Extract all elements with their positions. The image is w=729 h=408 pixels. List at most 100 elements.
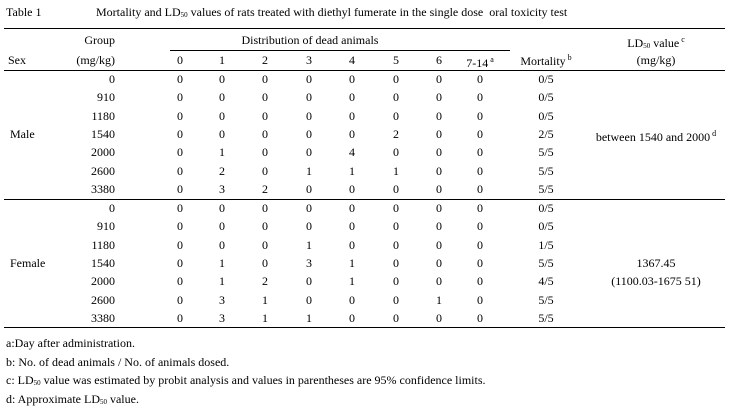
ld50-value-part: 1367.45 xyxy=(636,255,676,270)
ld50-header-part: value xyxy=(650,36,680,50)
day-header-part: 7-14 xyxy=(466,56,489,70)
mortality: 5/5 xyxy=(538,292,554,307)
bottom-rule xyxy=(4,327,725,328)
ld50-value: 1367.45 xyxy=(506,256,729,270)
death-count: 0 xyxy=(436,310,442,325)
death-count: 0 xyxy=(177,163,183,178)
dose: 1540 xyxy=(91,255,115,270)
ld50-value: (1100.03-1675 51) xyxy=(506,274,729,288)
death-count: 0 xyxy=(219,90,225,105)
table-label: Table 1 xyxy=(6,5,42,19)
death-count: 1 xyxy=(262,292,268,307)
death-count: 0 xyxy=(393,310,399,325)
death-count: 1 xyxy=(349,255,355,270)
day-header: 3 xyxy=(306,53,312,67)
death-count: 3 xyxy=(219,310,225,325)
death-count: 0 xyxy=(393,181,399,196)
dose: 0 xyxy=(109,72,115,86)
death-count: 0 xyxy=(306,274,312,289)
death-count: 0 xyxy=(436,126,442,141)
death-count: 0 xyxy=(436,255,442,270)
death-count: 0 xyxy=(219,201,225,215)
death-count: 0 xyxy=(477,201,483,215)
footnote-part: a:Day after administration. xyxy=(6,336,135,350)
mortality: 0/5 xyxy=(538,219,554,234)
mortality: 1/5 xyxy=(538,237,554,252)
death-count: 0 xyxy=(477,310,483,325)
death-count: 0 xyxy=(262,145,268,160)
death-count: 0 xyxy=(436,237,442,252)
sex-label: Female xyxy=(10,255,46,270)
footnote-part: b: No. of dead animals / No. of animals … xyxy=(6,354,230,369)
death-count: 0 xyxy=(262,126,268,141)
distribution-header: Distribution of dead animals xyxy=(241,33,379,47)
death-count: 3 xyxy=(219,181,225,196)
death-count: 0 xyxy=(349,181,355,196)
death-count: 0 xyxy=(306,145,312,160)
dose: 2000 xyxy=(91,145,115,160)
dose: 2600 xyxy=(91,292,115,307)
death-count: 0 xyxy=(477,181,483,196)
death-count: 0 xyxy=(477,145,483,160)
death-count: 0 xyxy=(262,237,268,252)
footnote-part: value was estimated by probit analysis a… xyxy=(40,373,486,387)
death-count: 0 xyxy=(477,274,483,289)
mortality: 0/5 xyxy=(538,201,554,215)
death-count: 0 xyxy=(477,255,483,270)
death-count: 2 xyxy=(262,274,268,289)
death-count: 0 xyxy=(177,310,183,325)
mortality: 5/5 xyxy=(538,181,554,196)
death-count: 0 xyxy=(349,126,355,141)
death-count: 0 xyxy=(349,219,355,234)
footnote: d: Approximate LD50 value. xyxy=(6,392,139,408)
death-count: 0 xyxy=(477,219,483,234)
death-count: 0 xyxy=(436,145,442,160)
death-count: 1 xyxy=(306,237,312,252)
death-count: 0 xyxy=(306,126,312,141)
death-count: 2 xyxy=(262,181,268,196)
dose: 2600 xyxy=(91,163,115,178)
death-count: 0 xyxy=(393,72,399,86)
death-count: 0 xyxy=(306,72,312,86)
sex-header: Sex xyxy=(8,53,26,67)
death-count: 2 xyxy=(219,163,225,178)
footnote-part: 50 xyxy=(99,397,107,406)
death-count: 0 xyxy=(306,219,312,234)
ld50-value-part: between 1540 and 2000 xyxy=(595,129,711,144)
dose: 3380 xyxy=(91,181,115,196)
death-count: 0 xyxy=(393,108,399,123)
dose: 1180 xyxy=(91,237,115,252)
day-header: 2 xyxy=(262,53,268,67)
death-count: 1 xyxy=(306,163,312,178)
group-unit: (mg/kg) xyxy=(76,53,115,67)
death-count: 1 xyxy=(219,274,225,289)
death-count: 0 xyxy=(306,108,312,123)
death-count: 0 xyxy=(436,219,442,234)
dose: 2000 xyxy=(91,274,115,289)
death-count: 1 xyxy=(306,310,312,325)
day-header: 0 xyxy=(177,53,183,67)
mortality: 5/5 xyxy=(538,163,554,178)
dose: 910 xyxy=(97,90,115,105)
header-rule xyxy=(4,70,725,71)
death-count: 1 xyxy=(393,163,399,178)
footnote: c: LD50 value was estimated by probit an… xyxy=(6,373,486,390)
death-count: 0 xyxy=(436,181,442,196)
table-title: Mortality and LD50 values of rats treate… xyxy=(96,5,567,22)
death-count: 3 xyxy=(219,292,225,307)
death-count: 0 xyxy=(436,90,442,105)
footnote: b: No. of dead animals / No. of animals … xyxy=(6,355,229,369)
death-count: 0 xyxy=(349,292,355,307)
death-count: 0 xyxy=(177,72,183,86)
death-count: 0 xyxy=(262,219,268,234)
dose: 910 xyxy=(97,219,115,234)
dose: 1180 xyxy=(91,108,115,123)
death-count: 0 xyxy=(436,201,442,215)
death-count: 0 xyxy=(436,274,442,289)
death-count: 0 xyxy=(262,163,268,178)
death-count: 4 xyxy=(349,145,355,160)
death-count: 0 xyxy=(436,163,442,178)
group-rule xyxy=(4,199,725,200)
ld50-header-part: LD xyxy=(627,36,644,50)
day-header: 7-14 a xyxy=(330,53,630,70)
